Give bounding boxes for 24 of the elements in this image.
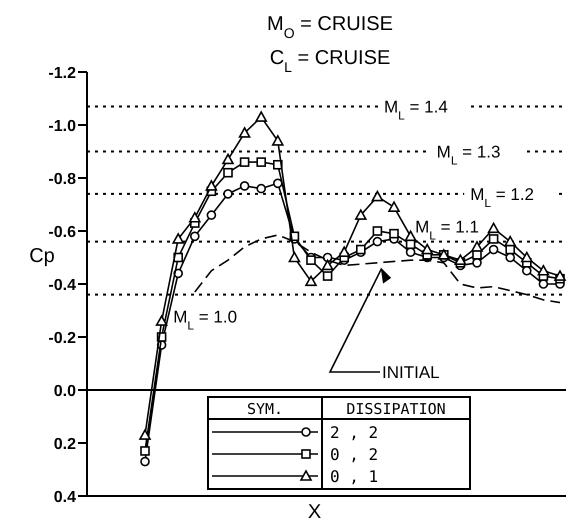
legend-label: 0 , 2 xyxy=(330,445,378,464)
y-tick-label: 0.0 xyxy=(54,383,76,400)
legend-label: 0 , 1 xyxy=(330,467,378,486)
annotation: M$_{L}$ = 1.3 xyxy=(436,142,500,168)
y-tick-label: -1.2 xyxy=(48,65,76,82)
legend-label: 2 , 2 xyxy=(330,423,378,442)
y-tick-label: -0.8 xyxy=(48,171,76,188)
annotation: M$_{L}$ = 1.0 xyxy=(173,308,238,333)
annotation: SYM. xyxy=(246,400,284,418)
annotation: M$_{L}$ = 1.2 xyxy=(470,184,534,210)
y-tick-label: -0.6 xyxy=(48,224,76,241)
text: INITIAL xyxy=(382,363,440,382)
y-axis-title: Cp xyxy=(29,245,55,267)
chart-subtitle: C$_{L}$ = CRUISE xyxy=(270,47,390,75)
y-tick-label: -0.2 xyxy=(48,330,76,347)
y-tick-label: 0.4 xyxy=(54,489,76,506)
x-axis-title: X xyxy=(308,501,322,523)
annotation: M$_{L}$ = 1.4 xyxy=(384,97,448,122)
y-tick-label: 0.2 xyxy=(54,436,76,453)
y-tick-label: -0.4 xyxy=(48,277,76,294)
y-tick-label: -1.0 xyxy=(48,118,76,135)
chart-title: M$_{O}$ = CRUISE xyxy=(267,13,393,41)
annotation: M$_{L}$ = 1.1 xyxy=(415,218,479,243)
legend-title: DISSIPATION xyxy=(346,400,446,418)
